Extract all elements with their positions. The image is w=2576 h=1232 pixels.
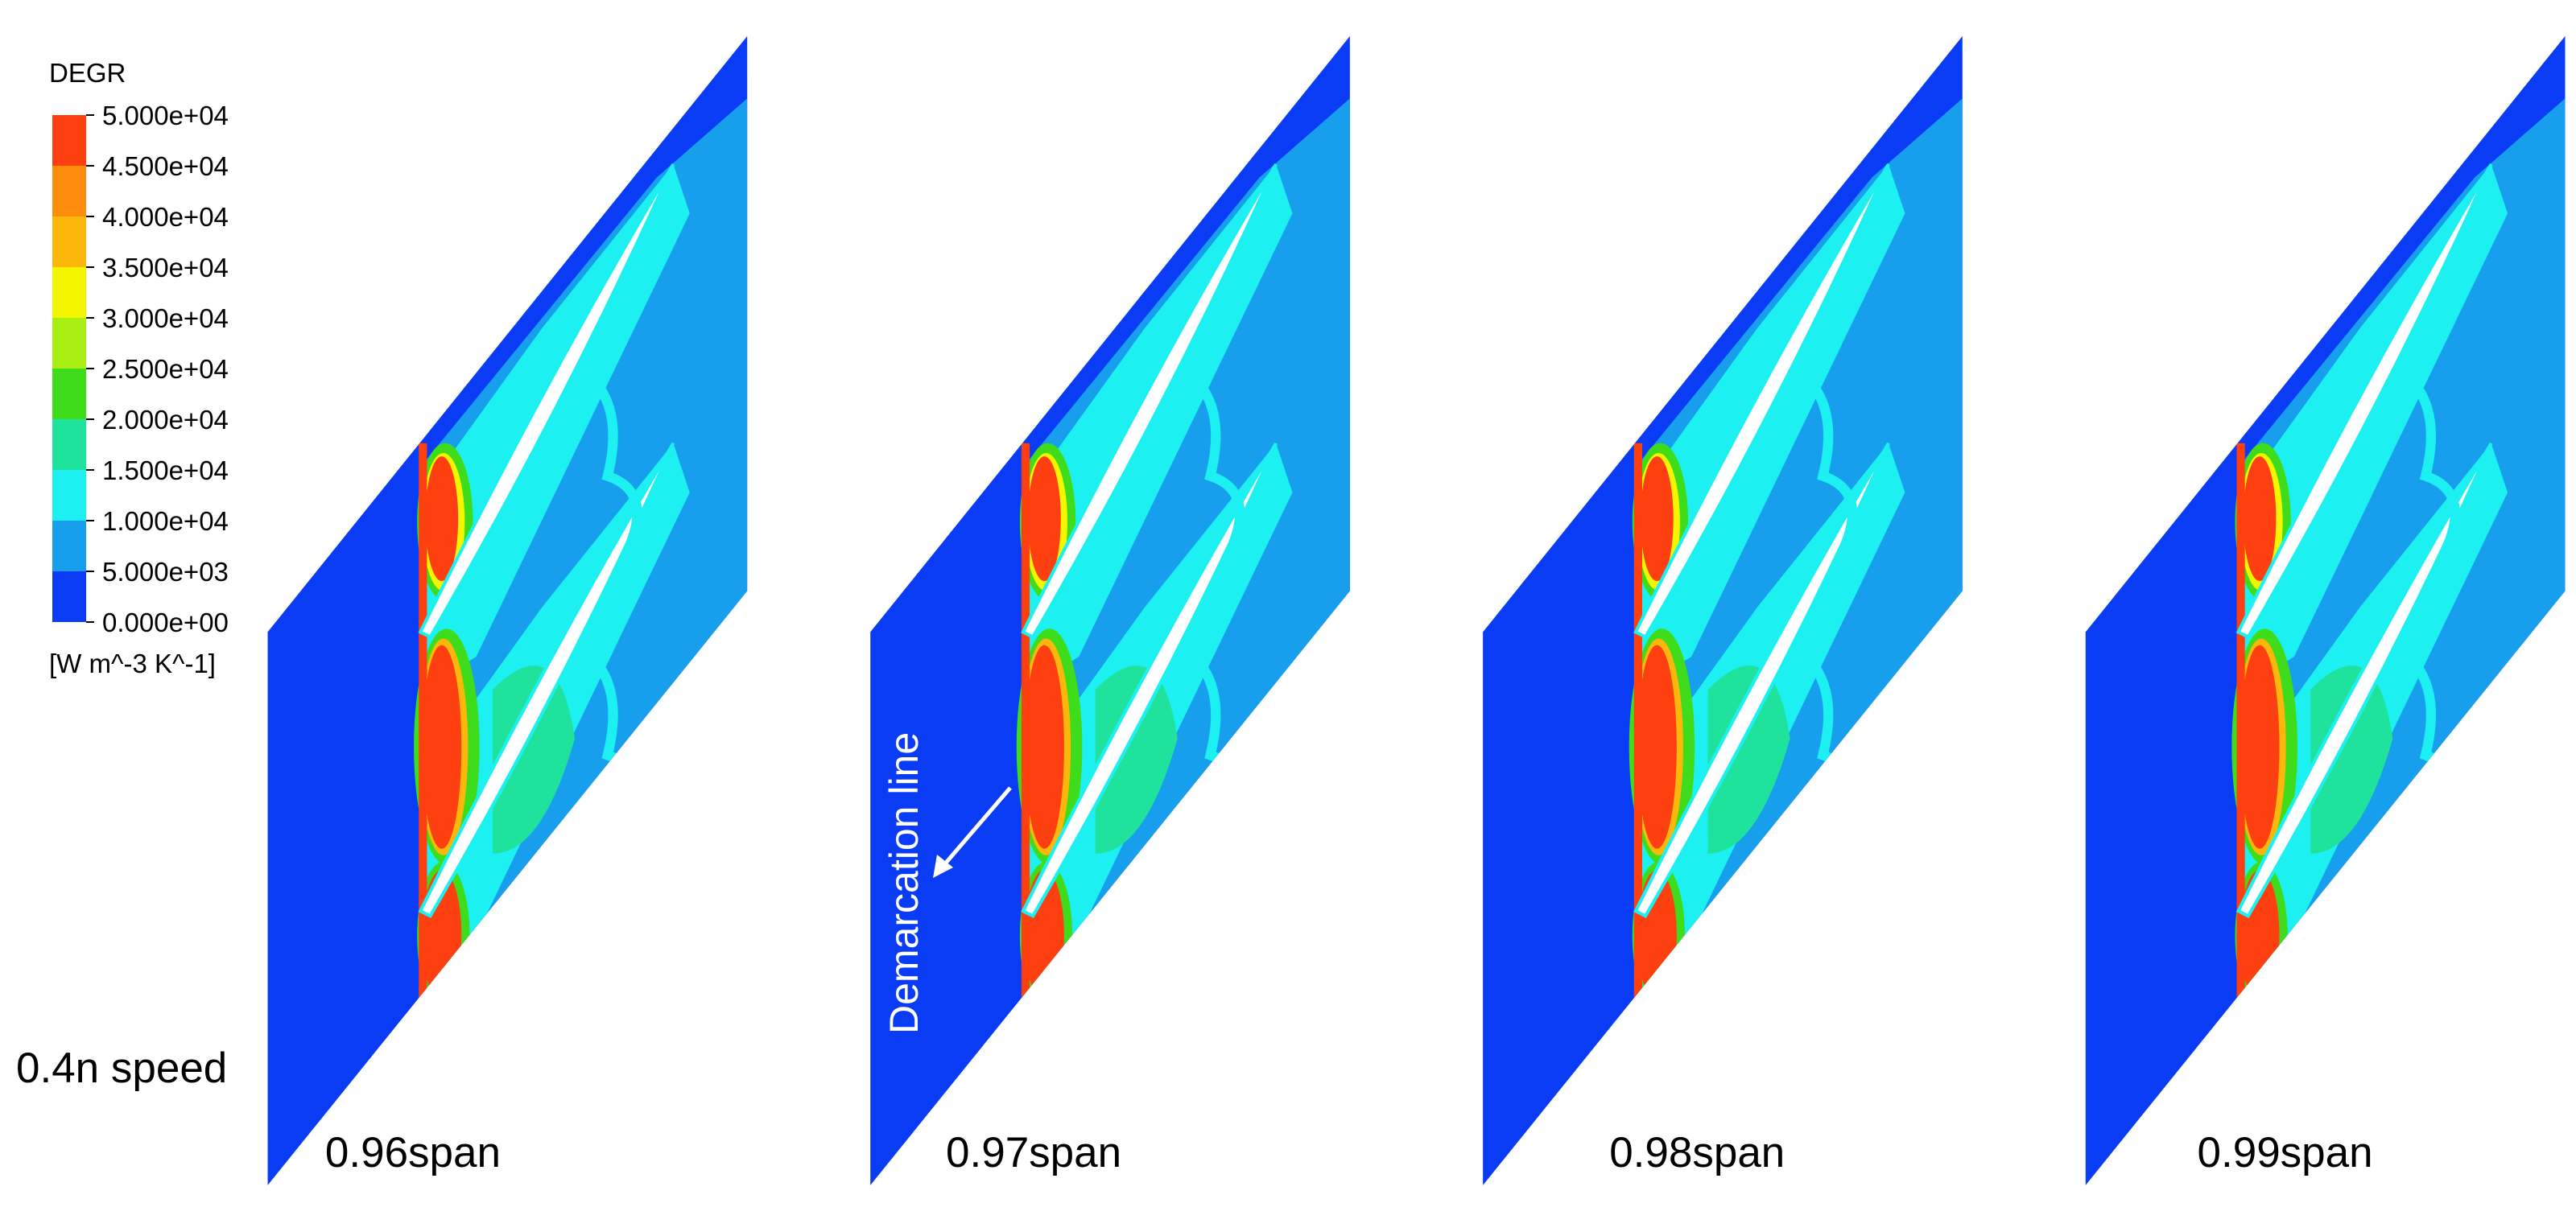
row-label: 0.4n speed	[16, 1045, 227, 1092]
legend-level: 2.000e+04	[102, 405, 229, 435]
legend-swatch	[52, 521, 86, 571]
legend-level: 2.500e+04	[102, 354, 229, 384]
legend-level: 3.000e+04	[102, 303, 229, 333]
legend-level: 1.000e+04	[102, 506, 229, 536]
legend-swatch	[52, 115, 86, 166]
annotation-arrowhead	[933, 855, 953, 878]
legend-swatch	[52, 216, 86, 267]
legend-swatch	[52, 369, 86, 419]
contour-panel	[2086, 36, 2566, 1185]
legend-title: DEGR	[49, 58, 126, 88]
contour-panel	[268, 36, 748, 1185]
contour-panel	[870, 36, 1350, 1185]
legend-swatch	[52, 419, 86, 470]
legend-level: 5.000e+04	[102, 101, 229, 130]
legend-level: 4.500e+04	[102, 151, 229, 181]
contour-plot	[268, 36, 748, 1185]
panel-label: 0.96span	[325, 1129, 501, 1176]
legend: DEGR [W m^-3 K^-1] 5.000e+04 4.500e+04 4.0…	[49, 58, 229, 678]
legend-level: 5.000e+03	[102, 557, 229, 587]
legend-swatch	[52, 571, 86, 622]
legend-swatch	[52, 470, 86, 521]
contour-panel	[1483, 36, 1963, 1185]
legend-level: 0.000e+00	[102, 608, 229, 637]
panels: 0.96span 0.97span 0.98span 0.99span	[268, 36, 2566, 1185]
legend-level: 3.500e+04	[102, 253, 229, 282]
annotation-text: Demarcation line	[881, 732, 927, 1034]
panel-label: 0.98span	[1609, 1129, 1785, 1176]
legend-swatch	[52, 267, 86, 318]
contour-plot	[2086, 36, 2566, 1185]
legend-level: 4.000e+04	[102, 202, 229, 232]
panel-label: 0.97span	[946, 1129, 1121, 1176]
contour-plot	[870, 36, 1350, 1185]
contour-plot	[1483, 36, 1963, 1185]
legend-swatch	[52, 318, 86, 369]
panel-label: 0.99span	[2198, 1129, 2373, 1176]
legend-unit: [W m^-3 K^-1]	[49, 649, 216, 678]
annotation-arrow	[940, 786, 1012, 869]
legend-swatch	[52, 166, 86, 216]
legend-level: 1.500e+04	[102, 455, 229, 485]
annotation: Demarcation line	[881, 732, 1012, 1034]
